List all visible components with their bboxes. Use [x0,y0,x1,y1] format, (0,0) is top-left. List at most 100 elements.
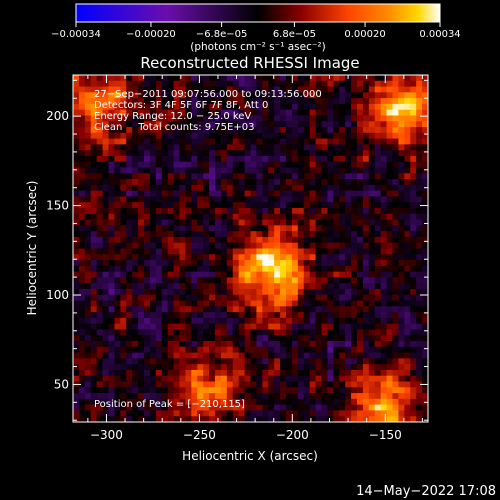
heatmap-cell [90,236,98,244]
heatmap-cell [291,288,299,296]
heatmap-cell [410,294,417,302]
heatmap-cell [280,231,287,238]
heatmap-cell [161,219,169,226]
heatmap-cell [262,190,269,197]
heatmap-cell [339,132,346,140]
heatmap-cell [120,109,127,116]
heatmap-cell [374,416,382,422]
heatmap-cell [380,103,388,111]
heatmap-cell [303,86,311,93]
heatmap-cell [321,208,328,215]
heatmap-cell [185,121,192,128]
heatmap-cell [197,236,204,244]
heatmap-cell [339,138,346,145]
heatmap-cell [161,231,169,238]
heatmap-cell [132,127,139,134]
heatmap-cell [303,381,311,388]
heatmap-cell [268,138,275,145]
heatmap-cell [250,184,257,192]
heatmap-cell [197,202,204,209]
heatmap-cell [138,98,145,105]
heatmap-cell [262,335,269,342]
heatmap-cell [215,109,222,116]
heatmap-cell [416,138,423,145]
heatmap-cell [357,190,364,197]
heatmap-cell [380,265,388,273]
heatmap-cell [90,306,98,313]
heatmap-cell [167,312,175,319]
heatmap-cell [404,213,411,221]
heatmap-cell [386,196,393,203]
heatmap-cell [149,387,157,394]
heatmap-cell [327,225,334,232]
heatmap-cell [84,306,92,313]
heatmap-cell [209,231,216,238]
heatmap-cell [422,242,428,249]
heatmap-cell [410,346,417,354]
heatmap-cell [362,369,370,377]
heatmap-cell [357,277,364,284]
y-tick-label: 150 [46,199,69,213]
heatmap-cell [374,155,382,163]
heatmap-cell [120,196,127,203]
heatmap-cell [262,416,269,422]
heatmap-cell [345,404,352,411]
heatmap-cell [416,381,423,388]
heatmap-cell [422,144,428,151]
heatmap-cell [226,329,234,336]
heatmap-cell [96,323,104,330]
heatmap-cell [392,184,399,192]
heatmap-cell [362,190,370,197]
heatmap-cell [374,115,382,122]
heatmap-cell [333,248,340,255]
heatmap-cell [185,138,192,145]
heatmap-cell [215,219,222,226]
heatmap-cell [161,300,169,307]
heatmap-cell [286,80,293,88]
heatmap-cell [404,219,411,226]
heatmap-cell [398,202,405,209]
heatmap-cell [209,306,216,313]
heatmap-cell [262,393,269,400]
heatmap-cell [362,167,370,174]
heatmap-cell [220,335,228,342]
heatmap-cell [291,283,299,290]
heatmap-cell [179,75,186,82]
heatmap-cell [90,219,98,226]
heatmap-cell [321,155,328,163]
heatmap-cell [173,312,180,319]
heatmap-cell [149,398,157,406]
heatmap-cell [215,208,222,215]
heatmap-cell [138,144,145,151]
heatmap-cell [179,179,186,186]
heatmap-cell [422,346,428,354]
heatmap-cell [197,248,204,255]
plot-frame [72,74,429,423]
heatmap-cell [380,150,388,157]
heatmap-cell [215,369,222,377]
heatmap-cell [333,335,340,342]
heatmap-cell [197,208,204,215]
heatmap-cell [339,358,346,365]
heatmap-cell [167,86,175,93]
heatmap-cell [155,312,163,319]
heatmap-cell [410,300,417,307]
heatmap-cell [262,167,269,174]
heatmap-cell [215,213,222,221]
heatmap-cell [309,242,317,249]
heatmap-cell [90,352,98,359]
heatmap-cell [209,265,216,273]
heatmap-cell [351,132,358,140]
heatmap-cell [173,115,180,122]
heatmap-cell [108,173,115,180]
heatmap-cell [404,323,411,330]
heatmap-cell [339,248,346,255]
heatmap-cell [90,398,98,406]
heatmap-cell [215,387,222,394]
heatmap-cell [268,317,275,325]
heatmap-cell [244,225,251,232]
heatmap-cell [410,254,417,261]
heatmap-cell [398,236,405,244]
heatmap-cell [333,364,340,371]
